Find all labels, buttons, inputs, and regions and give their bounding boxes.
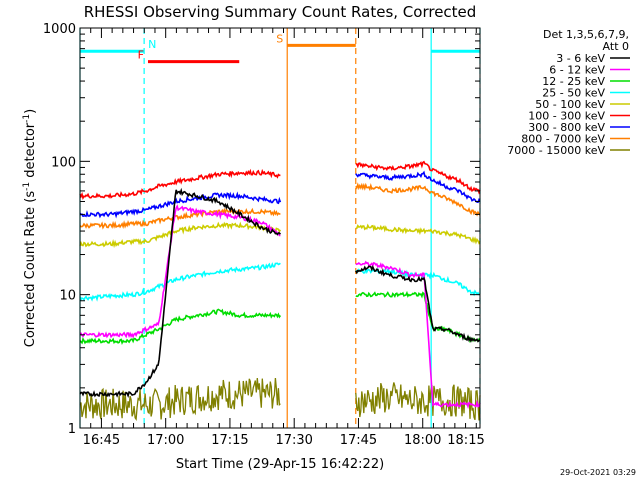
generated-timestamp: 29-Oct-2021 03:29 (560, 468, 636, 477)
x-axis: 16:45 17:00 17:15 17:30 17:45 18:00 18:15 (79, 28, 485, 448)
legend-label-1: 6 - 12 keV (549, 64, 605, 77)
y-tick-label: 10 (59, 289, 76, 304)
y-axis: 1 10 100 1000 (43, 22, 480, 437)
series-line-8-seg-1 (355, 382, 481, 421)
y-axis-label: Corrected Count Rate (s-1 detector-1) (22, 109, 38, 347)
x-tick-label: 18:00 (404, 433, 441, 448)
x-tick-label: 17:30 (275, 433, 312, 448)
legend-label-3: 25 - 50 keV (542, 87, 605, 100)
series-line-5-seg-0 (79, 168, 281, 201)
series-line-5-seg-1 (355, 160, 481, 195)
series-layer (79, 160, 481, 422)
series-line-4-seg-1 (355, 223, 481, 245)
legend-header-line2: Att 0 (603, 40, 629, 53)
series-line-3-seg-0 (79, 262, 281, 302)
x-tick-label: 17:45 (340, 433, 377, 448)
series-line-6-seg-1 (355, 170, 481, 204)
legend-label-0: 3 - 6 keV (556, 52, 605, 65)
flag-label-N: N (148, 38, 156, 51)
series-line-7-seg-1 (355, 182, 481, 217)
legend-label-8: 7000 - 15000 keV (507, 144, 605, 157)
legend-header-line1: Det 1,3,5,6,7,9, (543, 28, 629, 41)
x-tick-label: 17:00 (147, 433, 184, 448)
chart-title: RHESSI Observing Summary Count Rates, Co… (84, 3, 477, 21)
legend-label-5: 100 - 300 keV (528, 110, 605, 123)
y-tick-label: 1000 (43, 22, 76, 37)
legend-label-4: 50 - 100 keV (535, 98, 605, 111)
flag-bars: NF S (80, 32, 480, 64)
plot-frame (79, 27, 481, 429)
series-line-6-seg-0 (79, 191, 282, 219)
series-line-7-seg-0 (79, 207, 281, 230)
legend-label-6: 300 - 800 keV (528, 121, 605, 134)
series-line-0-seg-1 (355, 264, 481, 343)
flag-label-F: F (138, 49, 144, 62)
legend-label-7: 800 - 7000 keV (521, 133, 605, 146)
x-tick-label: 17:15 (211, 433, 248, 448)
x-tick-label: 18:15 (447, 433, 484, 448)
x-axis-label: Start Time (29-Apr-15 16:42:22) (176, 457, 384, 472)
y-tick-label: 100 (51, 155, 76, 170)
x-tick-label: 16:45 (83, 433, 120, 448)
series-line-4-seg-0 (79, 221, 282, 249)
series-line-0-seg-0 (79, 187, 282, 399)
series-line-1-seg-1 (355, 260, 481, 410)
y-tick-label: 1 (68, 422, 76, 437)
series-line-2-seg-0 (79, 308, 282, 345)
legend-label-2: 12 - 25 keV (542, 75, 605, 88)
flag-label-S: S (276, 32, 283, 45)
